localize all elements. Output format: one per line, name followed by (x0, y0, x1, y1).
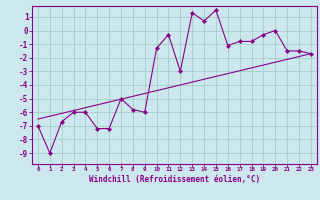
X-axis label: Windchill (Refroidissement éolien,°C): Windchill (Refroidissement éolien,°C) (89, 175, 260, 184)
